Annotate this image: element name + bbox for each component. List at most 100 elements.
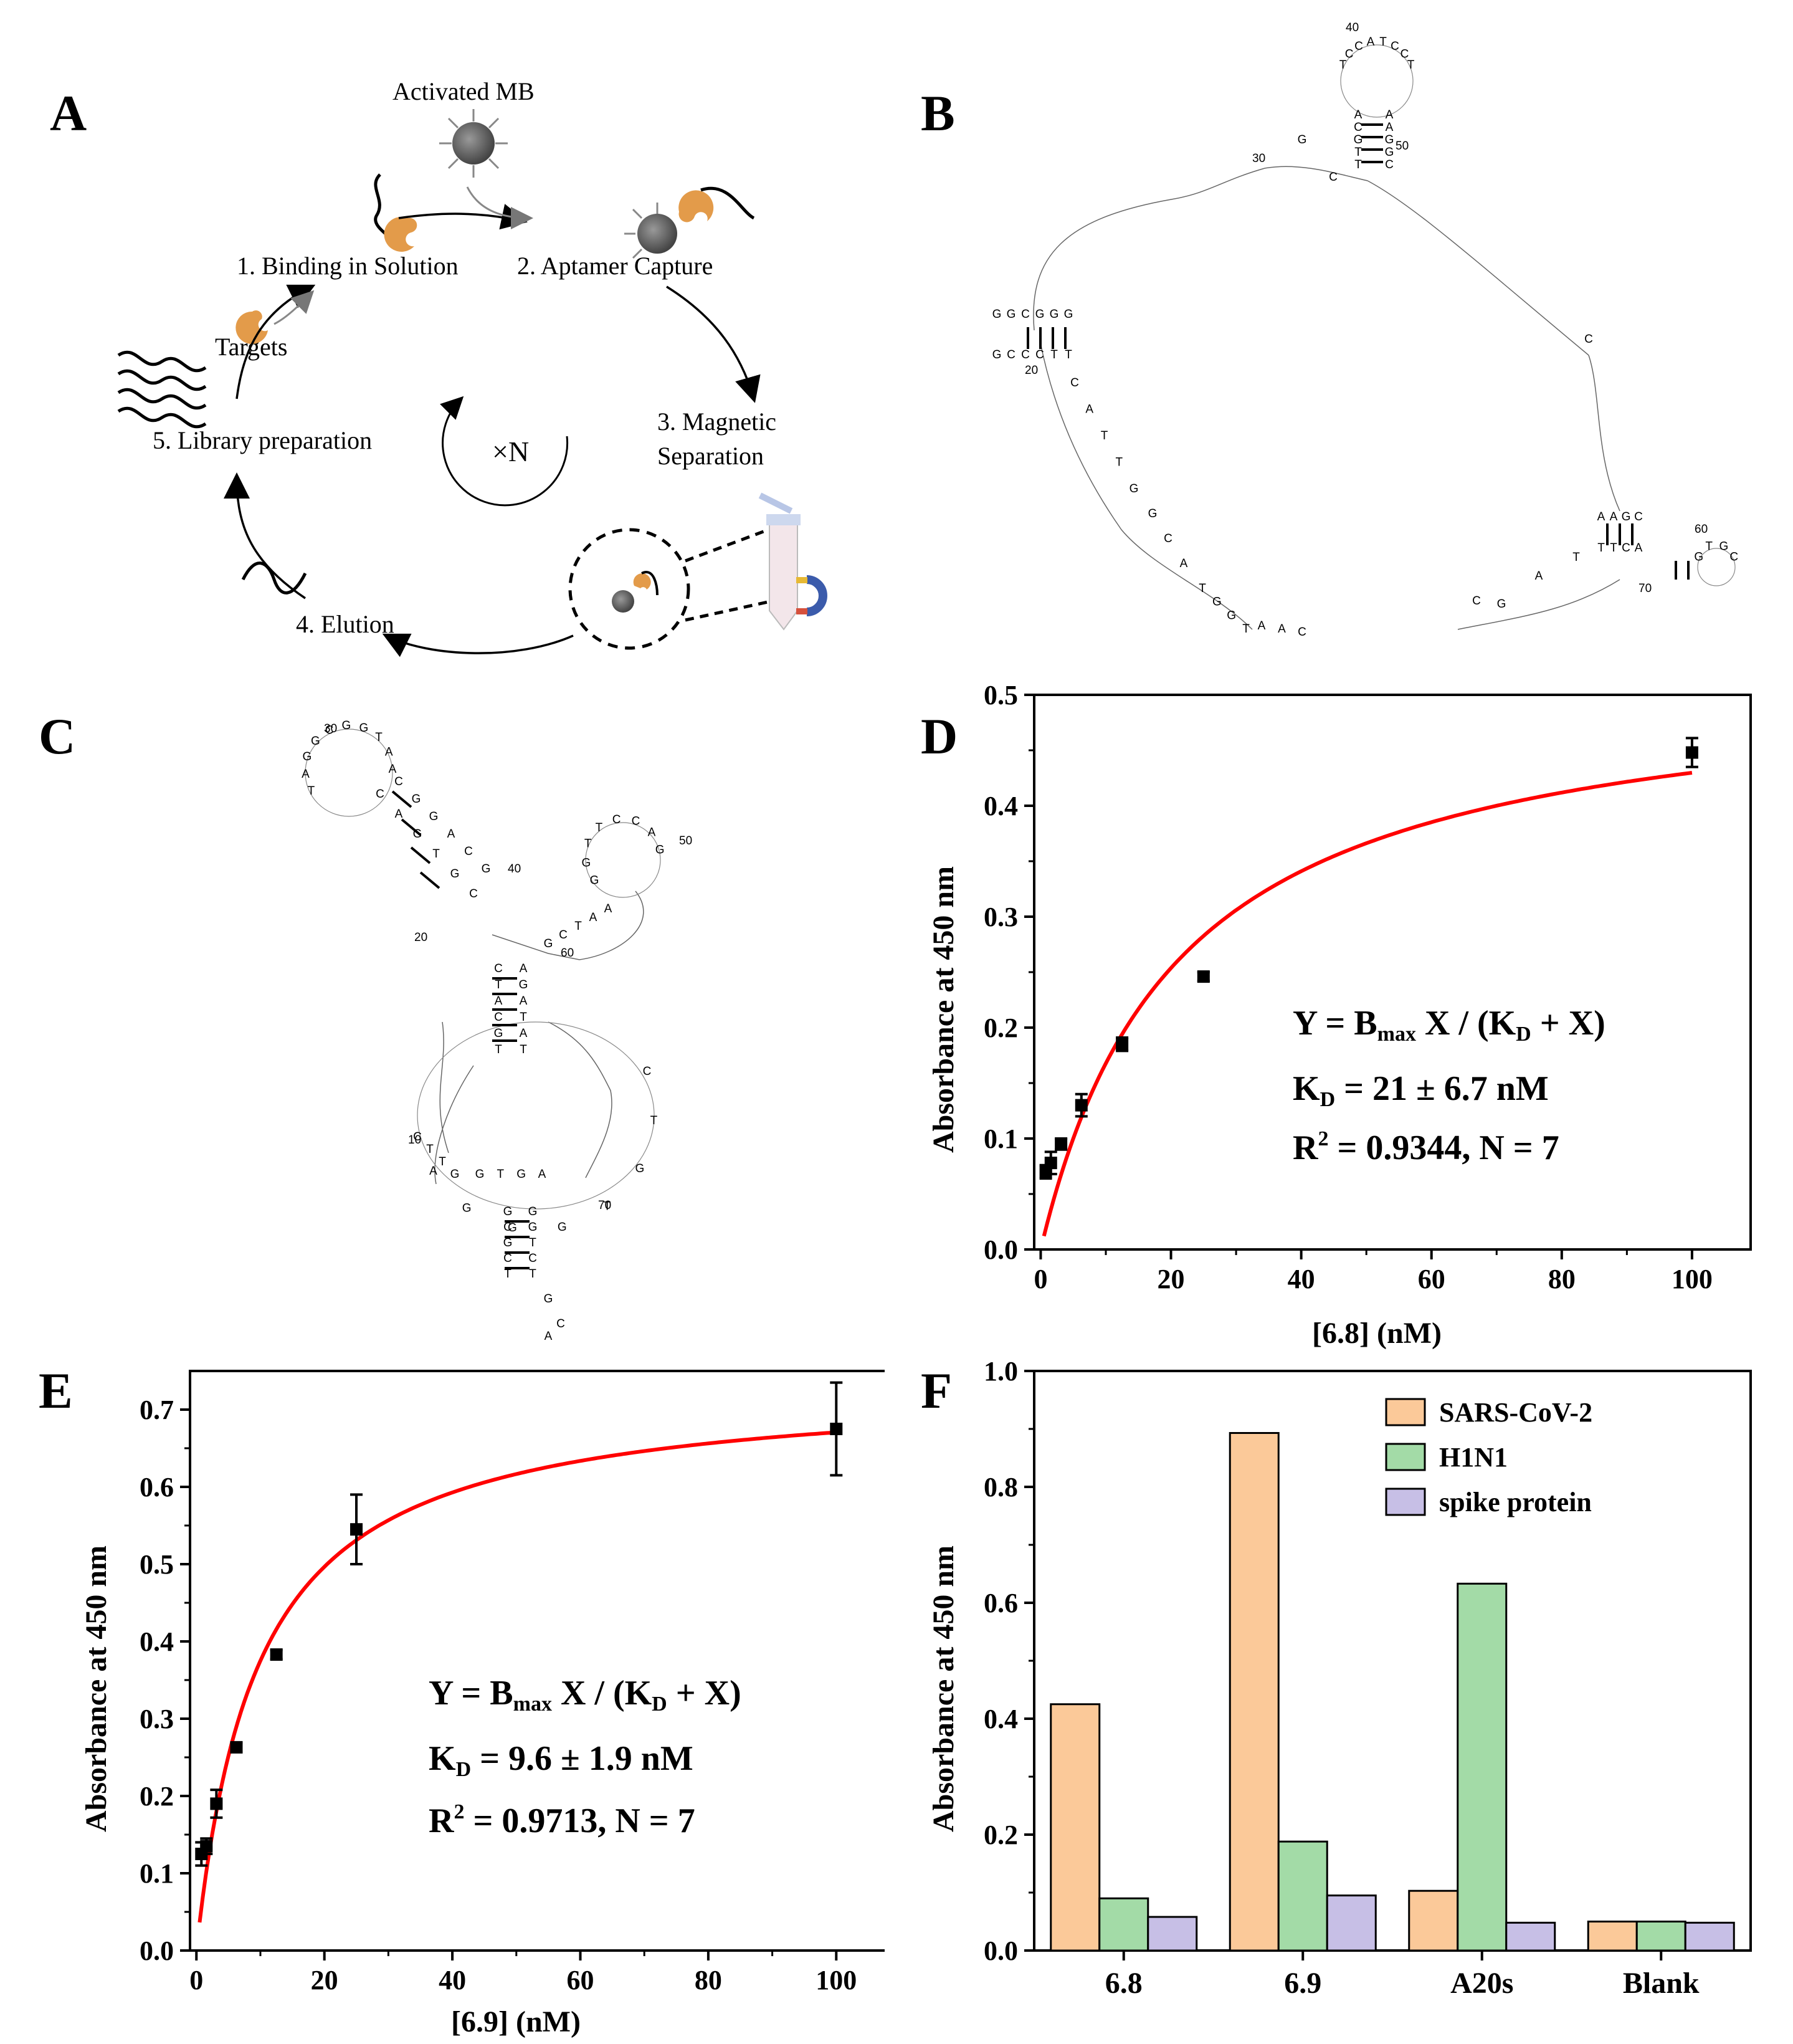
position-50: 50 [1396, 140, 1409, 153]
base-letter: C [556, 1317, 565, 1330]
position-10: 10 [408, 1134, 421, 1147]
base-letter: G [475, 1168, 485, 1181]
base-letter: T [308, 785, 315, 798]
x-tick-label: 0 [1034, 1264, 1047, 1294]
bar [1635, 1921, 1686, 1952]
y-tick-label: 0.6 [140, 1472, 174, 1502]
x-tick-label: 80 [695, 1965, 722, 1995]
y-tick-label: 0.4 [984, 791, 1018, 821]
base-letter: G [503, 1236, 513, 1249]
x-tick-label: A20s [1450, 1967, 1513, 2000]
base-letter: G [1007, 308, 1016, 321]
base-letter: A [520, 995, 528, 1008]
y-tick-label: 0.3 [984, 902, 1018, 932]
base-letter: G [655, 844, 665, 857]
base-letter: G [359, 722, 369, 735]
legend-label: spike protein [1439, 1487, 1592, 1517]
base-letter: T [584, 837, 592, 850]
legend-label: H1N1 [1439, 1442, 1508, 1473]
x-tick-label: 6.9 [1284, 1967, 1321, 2000]
data-point [1055, 1137, 1068, 1150]
specificity-bar-chart: Absorbance at 450 nm 0.0 0.2 0.4 0.6 0.8 1.0 6… [927, 1356, 1752, 2000]
data-point [210, 1797, 223, 1810]
x-axis-label: [6.8] (nM) [1312, 1317, 1442, 1350]
side-arrows [273, 186, 533, 325]
base-letter: C [1021, 308, 1030, 321]
legend-label: SARS-CoV-2 [1439, 1397, 1592, 1428]
svg-text:Y = Bmax X / (KD + X): Y = Bmax X / (KD + X) [1293, 1004, 1605, 1046]
base-letter: C [1007, 348, 1015, 361]
base-letter: T [497, 1168, 505, 1181]
bar [1229, 1432, 1280, 1952]
base-letter: T [1354, 158, 1362, 171]
base-letter: C [612, 813, 621, 826]
fit-curve [1042, 771, 1693, 1237]
base-letter: A [545, 1330, 553, 1343]
base-letter: G [582, 856, 591, 869]
base-letter: A [429, 1165, 437, 1178]
base-letter: C [632, 815, 640, 828]
base-letter: T [504, 1268, 511, 1281]
base-letter: T [1354, 146, 1362, 159]
plot-frame [189, 1370, 885, 1952]
x-tick-label: 100 [1672, 1264, 1713, 1294]
base-letter: G [429, 810, 439, 823]
y-tick-label: 0.2 [984, 1013, 1018, 1043]
cycle-count: ×N [492, 436, 529, 467]
y-tick-label: 0.2 [140, 1781, 174, 1812]
panel-label-d: D [921, 708, 958, 765]
base-letter: G [635, 1162, 644, 1175]
position-60: 60 [561, 947, 574, 960]
base-letter: T [1101, 429, 1108, 442]
base-letter: T [1339, 59, 1347, 72]
base-letter: C [1385, 158, 1394, 171]
step3-label: 3. Magnetic [657, 408, 776, 436]
legend-swatch [1385, 1398, 1426, 1426]
bar [1098, 1897, 1149, 1952]
base-letter: G [544, 1292, 553, 1306]
base-letter: A [1535, 570, 1543, 583]
data-point [1197, 970, 1210, 983]
base-letter: G [1227, 609, 1236, 622]
base-letter: C [1729, 551, 1738, 564]
fit-annotation: Y = Bmax X / (KD + X) KD = 9.6 ± 1.9 nM … [429, 1674, 741, 1840]
base-letter: T [520, 1043, 527, 1056]
base-letter: T [1407, 59, 1415, 72]
base-letter: G [1694, 551, 1703, 564]
base-letter: T [596, 821, 603, 834]
base-letter: G [516, 1168, 526, 1181]
x-tick-label: 40 [439, 1965, 466, 1995]
position-30: 30 [1252, 152, 1265, 165]
x-axis-label: [6.9] (nM) [451, 2005, 581, 2038]
y-tick-label: 0.4 [984, 1704, 1018, 1734]
hairpin-left [1027, 327, 1067, 349]
position-60: 60 [1695, 523, 1708, 536]
base-letter: G [1622, 510, 1631, 523]
base-letter: C [503, 1252, 512, 1265]
base-letter: A [538, 1168, 546, 1181]
hairpin-top [1340, 44, 1414, 163]
panel-label-e: E [39, 1362, 73, 1419]
aptamer-target-complex-icon [374, 173, 417, 252]
base-letter: T [1242, 623, 1250, 636]
position-50: 50 [679, 834, 692, 848]
svg-text:KD = 9.6 ± 1.9 nM: KD = 9.6 ± 1.9 nM [429, 1739, 693, 1781]
base-letter: A [385, 745, 393, 758]
panel-label-a: A [50, 85, 87, 141]
step5-label: 5. Library preparation [153, 426, 372, 454]
base-letter: G [413, 828, 422, 841]
base-letter: T [1610, 542, 1617, 555]
base-letter: C [559, 929, 568, 942]
base-letter: G [558, 1221, 567, 1234]
loop-top-right [585, 822, 661, 898]
y-tick-label: 0.6 [984, 1588, 1018, 1618]
base-letter: C [494, 1011, 503, 1024]
magnetic-separation-icon [568, 492, 827, 650]
y-axis-label: Absorbance at 450 nm [80, 1545, 113, 1832]
target-protein-icon [235, 310, 268, 344]
base-letter: T [426, 1143, 434, 1156]
base-letter: G [1148, 507, 1158, 520]
y-tick-label: 0.0 [984, 1235, 1018, 1265]
y-tick-label: 0.0 [984, 1936, 1018, 1966]
